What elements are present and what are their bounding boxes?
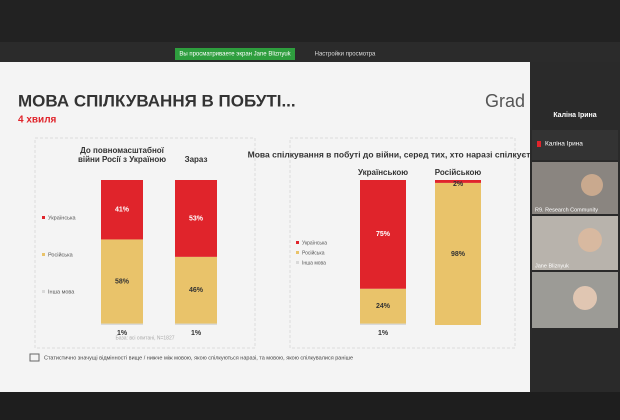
chart-note: База: всі опитані, N=1827 <box>115 335 174 341</box>
slide-title: МОВА СПІЛКУВАННЯ В ПОБУТІ... <box>18 91 296 110</box>
sharing-notice: Вы просматриваете экран Jane Bliznyuk <box>179 52 291 58</box>
bar-segment <box>360 288 406 324</box>
legend-swatch <box>296 251 299 254</box>
top-bar <box>0 42 620 62</box>
chart-title: Мова спілкування в побуті до війни, сере… <box>248 149 553 159</box>
bar-segment <box>435 180 481 183</box>
logo: Grad <box>485 91 525 111</box>
data-label: 1% <box>191 330 202 337</box>
participant-name: Jane Bliznyuk <box>535 263 569 269</box>
legend-swatch <box>296 261 299 264</box>
legend-label: Інша мова <box>48 289 75 295</box>
x-tick-label: Російською <box>435 168 482 177</box>
data-label: 75% <box>376 231 391 238</box>
view-settings[interactable]: Настройки просмотра <box>315 51 376 58</box>
x-tick-label: Українською <box>358 168 408 177</box>
legend-label: Російська <box>48 251 74 258</box>
legend-swatch <box>42 216 45 219</box>
footnote: Статистично значущі відмінності вище / н… <box>44 355 353 361</box>
x-tick-label: Зараз <box>185 155 208 164</box>
bar-segment <box>435 182 481 325</box>
bar-segment <box>101 323 143 325</box>
bar-segment <box>175 256 217 324</box>
data-label: 53% <box>189 215 204 222</box>
participant-tile[interactable] <box>532 130 618 160</box>
participant-face <box>573 286 597 310</box>
data-label: 2% <box>453 181 464 188</box>
sharing-badge <box>175 48 295 60</box>
legend-swatch <box>42 290 45 293</box>
data-label: 46% <box>189 287 204 294</box>
legend-label: Інша мова <box>302 260 326 266</box>
bar-segment <box>101 239 143 324</box>
data-label: 24% <box>376 303 391 310</box>
data-label: 1% <box>117 330 128 337</box>
chart-frame <box>34 137 256 349</box>
participant-video[interactable] <box>532 162 618 214</box>
participant-face <box>578 228 602 252</box>
data-label: 41% <box>115 207 130 214</box>
bar-segment <box>360 180 406 289</box>
bar-segment <box>175 323 217 325</box>
bezel-bottom <box>0 392 620 420</box>
data-label: 58% <box>115 278 130 285</box>
legend-swatch <box>296 241 299 244</box>
participant-name: R9. Research Community <box>535 207 598 213</box>
bar-segment <box>175 180 217 257</box>
data-label: 98% <box>451 251 466 258</box>
data-label: 1% <box>378 330 389 337</box>
bar-segment <box>360 323 406 325</box>
participant-face <box>581 174 603 196</box>
bezel-top <box>0 0 620 42</box>
participant-name: Каліна Ірина <box>545 140 583 148</box>
participant-video[interactable] <box>532 216 618 270</box>
legend-label: Українська <box>48 215 76 221</box>
legend-label: Російська <box>302 249 325 256</box>
chart-frame <box>289 137 516 349</box>
mic-muted-icon <box>537 141 541 147</box>
sidebar-header: Каліна Ірина <box>553 111 596 119</box>
x-tick-label: До повномасштабної війни Росії з Україною <box>78 146 166 164</box>
legend-label: Українська <box>302 240 327 246</box>
footnote-icon <box>29 353 40 362</box>
bar-segment <box>101 180 143 240</box>
legend-swatch <box>42 253 45 256</box>
slide-subtitle: 4 хвиля <box>18 115 57 126</box>
